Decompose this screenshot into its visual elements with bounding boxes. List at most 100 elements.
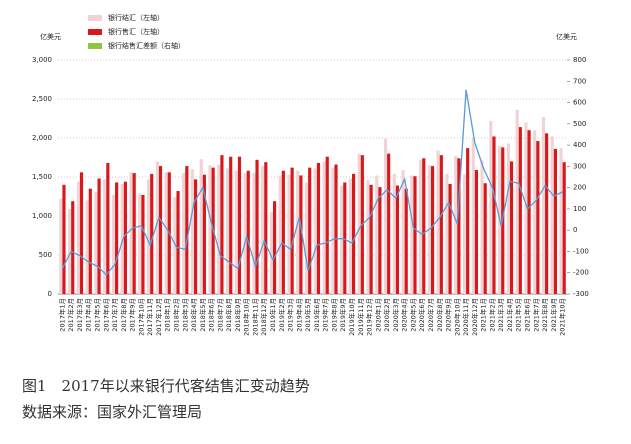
y-axis-label: 亿美元 — [40, 32, 61, 41]
bar — [202, 174, 206, 294]
bar — [106, 162, 110, 294]
bar — [419, 159, 423, 294]
x-tick-label: 2021年10月 — [558, 298, 567, 336]
bar — [492, 136, 496, 294]
bar — [533, 130, 537, 294]
line — [61, 89, 563, 276]
bar — [331, 167, 335, 294]
x-tick-label: 2017年4月 — [84, 298, 93, 332]
x-tick-label: 2020年12月 — [470, 298, 479, 336]
bar — [454, 155, 458, 294]
x-tick-label: 2019年7月 — [321, 298, 330, 332]
x-tick-label: 2020年2月 — [382, 298, 391, 332]
bar — [401, 169, 405, 294]
x-tick-label: 2018年4月 — [189, 298, 198, 332]
bar — [445, 173, 449, 294]
bar — [322, 161, 326, 294]
bar — [287, 174, 291, 294]
bar — [176, 191, 180, 294]
bar — [97, 178, 101, 294]
bar — [375, 175, 379, 294]
x-tick-label: 2019年2月 — [277, 298, 286, 332]
bar — [553, 148, 557, 294]
bar — [506, 143, 510, 294]
bar — [410, 175, 414, 294]
bar — [229, 156, 233, 294]
legend-label: 银行售汇（左轴） — [108, 27, 164, 36]
bar — [474, 169, 479, 294]
bar — [404, 188, 408, 294]
bar — [252, 173, 256, 294]
bar — [234, 170, 238, 294]
x-tick-label: 2019年11月 — [356, 298, 365, 336]
y-tick-label: 1,500 — [32, 173, 52, 181]
x-tick-label: 2020年1月 — [373, 298, 382, 332]
bar — [559, 148, 563, 294]
y2-tick-label: -200 — [573, 269, 589, 277]
bar — [269, 212, 274, 294]
caption: 图1 2017年以来银行代客结售汇变动趋势 — [22, 377, 310, 395]
bar — [146, 179, 151, 294]
bar — [536, 141, 540, 294]
y-tick-label: 2,500 — [32, 95, 52, 103]
bar — [430, 166, 435, 294]
bar — [120, 184, 124, 294]
x-tick-label: 2020年7月 — [426, 298, 435, 332]
bar — [208, 165, 212, 294]
bar — [141, 194, 145, 294]
bar — [94, 191, 98, 294]
x-tick-label: 2021年8月 — [540, 298, 549, 332]
y2-tick-label: 100 — [573, 205, 586, 213]
x-tick-label: 2017年5月 — [92, 298, 101, 332]
x-tick-label: 2018年9月 — [233, 298, 242, 332]
y-tick-label: 2,000 — [32, 134, 52, 142]
bar — [343, 182, 347, 294]
bar — [313, 168, 317, 294]
bar — [348, 178, 352, 294]
bar — [217, 164, 221, 294]
x-tick-label: 2019年1月 — [268, 298, 277, 332]
bar — [111, 194, 116, 294]
bar — [351, 173, 356, 294]
bar — [436, 150, 440, 294]
bar — [261, 166, 265, 294]
x-tick-label: 2020年10月 — [452, 298, 461, 336]
bar — [85, 200, 89, 294]
x-tick-label: 2017年11月 — [145, 298, 154, 336]
x-tick-label: 2021年2月 — [487, 298, 496, 332]
bar — [62, 184, 66, 294]
x-tick-label: 2020年5月 — [408, 298, 417, 332]
bar — [387, 153, 391, 294]
bar — [462, 174, 467, 294]
y2-tick-label: 700 — [573, 77, 586, 85]
bar — [378, 187, 382, 294]
x-tick-label: 2019年12月 — [365, 298, 374, 336]
bar — [541, 116, 546, 294]
x-tick-label: 2020年4月 — [400, 298, 409, 332]
x-tick-label: 2017年2月 — [66, 298, 75, 332]
x-tick-label: 2019年3月 — [286, 298, 295, 332]
legend-label: 银行结售汇差额（右轴） — [108, 41, 185, 50]
x-tick-label: 2020年6月 — [417, 298, 426, 332]
y-tick-label: 1,000 — [32, 212, 52, 220]
bar — [173, 197, 177, 294]
y2-tick-label: 300 — [573, 162, 586, 170]
x-tick-label: 2020年11月 — [461, 298, 470, 336]
bar — [308, 167, 312, 294]
y2-tick-label: 400 — [573, 141, 586, 149]
bar — [103, 179, 107, 294]
legend-label: 银行结汇（左轴） — [108, 13, 164, 22]
bar — [392, 173, 396, 294]
bar — [562, 162, 566, 294]
x-tick-label: 2019年10月 — [347, 298, 356, 336]
x-tick-label: 2018年3月 — [180, 298, 189, 332]
x-tick-label: 2021年5月 — [514, 298, 523, 332]
x-tick-label: 2018年5月 — [198, 298, 207, 332]
y-tick-label: 500 — [39, 251, 52, 259]
bar — [59, 198, 63, 294]
x-tick-label: 2021年1月 — [479, 298, 488, 332]
y2-axis-label: 亿美元 — [556, 32, 577, 41]
bar — [550, 136, 554, 294]
x-tick-label: 2017年7月 — [110, 298, 119, 332]
